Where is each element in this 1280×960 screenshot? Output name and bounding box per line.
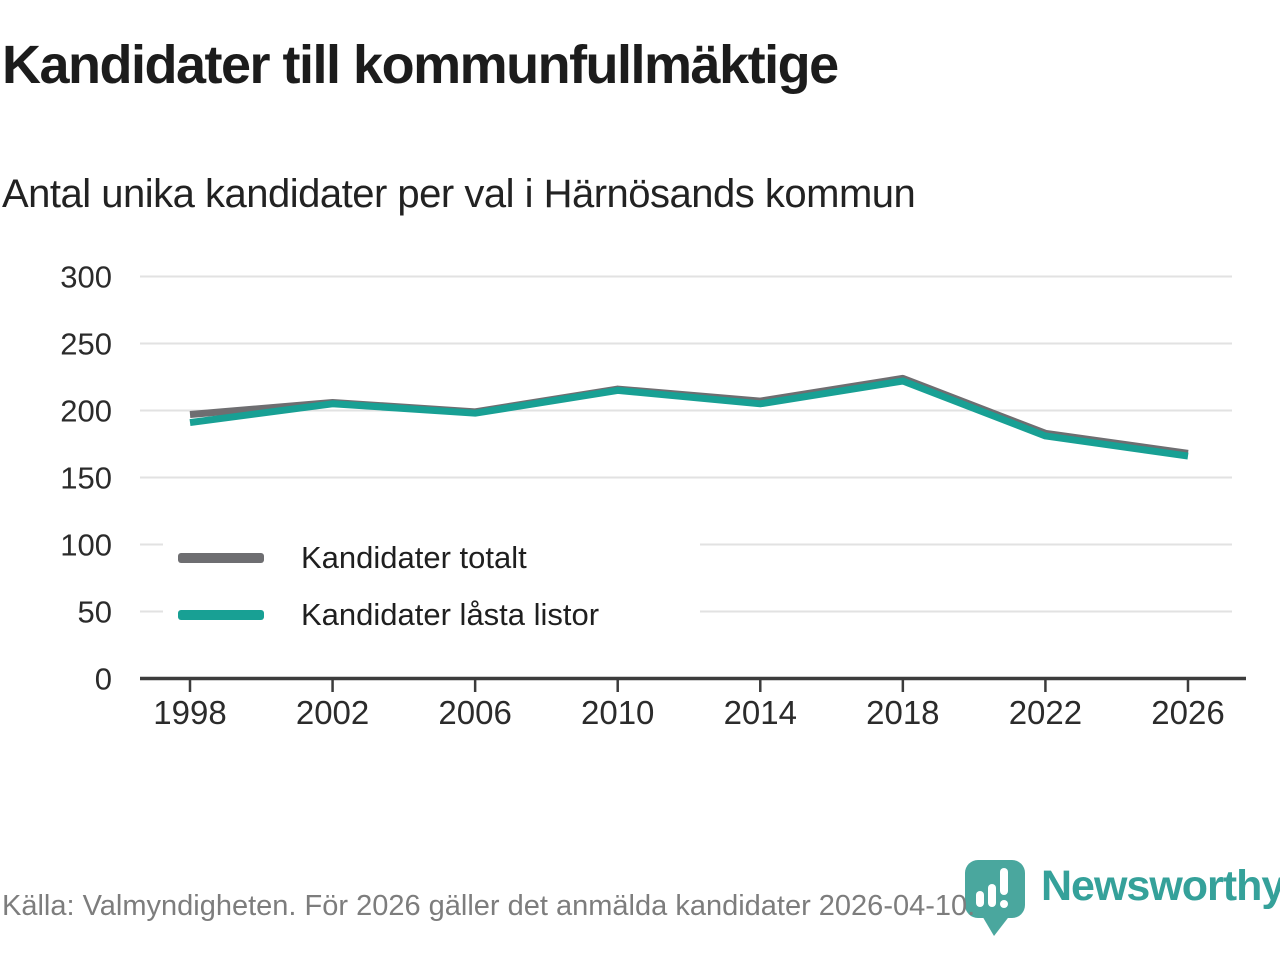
newsworthy-wordmark: Newsworthy [1041,862,1280,910]
legend-item-total: Kandidater totalt [163,538,527,578]
legend-swatch-locked-lists-line [178,610,264,620]
svg-text:2002: 2002 [296,694,369,731]
legend-item-locked-lists: Kandidater låsta listor [163,595,599,635]
legend-label-total: Kandidater totalt [301,540,527,575]
svg-text:1998: 1998 [153,694,226,731]
svg-text:300: 300 [60,260,112,295]
svg-text:2026: 2026 [1151,694,1224,731]
chart-legend: Kandidater totalt Kandidater låsta listo… [163,531,700,653]
newsworthy-pin-barchart-icon [965,860,1025,936]
svg-text:0: 0 [95,662,112,697]
newsworthy-logo: Newsworthy [961,858,1280,938]
svg-text:2010: 2010 [581,694,654,731]
svg-text:2006: 2006 [438,694,511,731]
svg-text:2014: 2014 [724,694,797,731]
legend-label-locked-lists: Kandidater låsta listor [301,597,600,632]
svg-text:250: 250 [60,327,112,362]
svg-text:2022: 2022 [1009,694,1082,731]
svg-text:200: 200 [60,394,112,429]
svg-text:50: 50 [78,595,112,630]
legend-swatch-total-line [178,553,264,563]
svg-text:2018: 2018 [866,694,939,731]
chart-subtitle: Antal unika kandidater per val i Härnösa… [2,172,916,216]
svg-text:150: 150 [60,461,112,496]
svg-text:100: 100 [60,528,112,563]
source-note: Källa: Valmyndigheten. För 2026 gäller d… [2,890,976,922]
chart-title: Kandidater till kommunfullmäktige [2,35,839,95]
